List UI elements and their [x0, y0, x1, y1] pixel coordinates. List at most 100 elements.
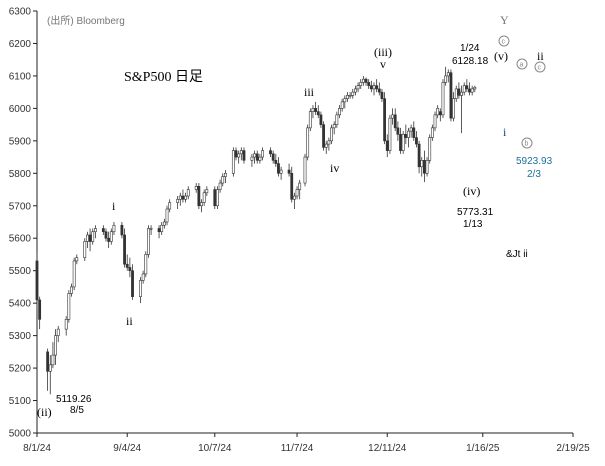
- candle: [200, 199, 203, 213]
- candle-body-down: [399, 134, 402, 151]
- candle: [176, 196, 180, 210]
- candle-body-up: [178, 195, 182, 200]
- candle-body-down: [393, 114, 397, 129]
- y-axis: 5000 5100 5200 5300 5400 5500 5600 5700 5800 5900…: [9, 7, 38, 440]
- candle-body-up: [223, 173, 227, 177]
- candle: [330, 124, 333, 145]
- circle-a-marker: a: [516, 58, 528, 70]
- candle: [186, 186, 190, 200]
- candle-body-up: [139, 280, 142, 297]
- candle: [218, 179, 222, 193]
- candle: [438, 108, 442, 122]
- candle-body-down: [316, 111, 320, 116]
- candle-body-down: [383, 98, 387, 142]
- candle-body-up: [330, 127, 333, 142]
- candle-body-up: [430, 127, 434, 138]
- candle: [369, 80, 373, 93]
- candle: [221, 173, 225, 187]
- candle-body-up: [194, 185, 198, 190]
- candle: [361, 75, 365, 86]
- wave-annotations: i ii (ii) 5119.26 8/5 iii iv (iii) v 1/2…: [37, 13, 553, 419]
- candle: [351, 88, 355, 99]
- source-label: (出所) Bloomberg: [47, 14, 125, 27]
- candle-body-up: [428, 137, 432, 161]
- wave-label-iii-paren: (iii): [374, 45, 392, 59]
- candle: [149, 225, 153, 235]
- candle-body-up: [168, 202, 172, 210]
- candle-body-up: [462, 85, 466, 93]
- candle: [123, 228, 126, 268]
- y-tick-label: 5000: [9, 429, 32, 440]
- candle-body-up: [433, 114, 437, 129]
- candle: [144, 251, 148, 278]
- candle: [383, 92, 387, 145]
- wave-label-i-aug: i: [112, 199, 116, 213]
- candle-body-up: [149, 228, 153, 230]
- candle-body-up: [83, 241, 87, 259]
- candle: [165, 205, 169, 226]
- candle-body-down: [396, 127, 400, 135]
- candle-body-up: [144, 254, 148, 275]
- candle-body-down: [242, 150, 246, 161]
- candle-body-up: [346, 95, 349, 99]
- candle: [388, 114, 392, 154]
- candle: [271, 150, 275, 164]
- candle-body-down: [181, 195, 185, 200]
- candle: [436, 105, 440, 119]
- candle: [401, 131, 405, 154]
- candle: [242, 147, 246, 164]
- candle: [393, 108, 397, 132]
- candle-body-up: [332, 124, 336, 129]
- candle-body-up: [91, 231, 95, 242]
- candle: [372, 82, 376, 96]
- candle: [147, 225, 150, 258]
- candle: [277, 157, 280, 177]
- circle-a-letter: a: [520, 62, 524, 69]
- y-tick-label: 5300: [9, 331, 32, 342]
- candle: [396, 121, 400, 141]
- candle: [91, 228, 95, 245]
- candle: [423, 150, 426, 182]
- candle: [324, 140, 328, 154]
- wave-label-ii-sep: ii: [126, 314, 133, 328]
- wave-label-iv-paren: (iv): [463, 184, 480, 198]
- wave-label-ii-paren: (ii): [37, 405, 52, 419]
- candle-body-down: [465, 85, 469, 90]
- low-jan-date: 1/13: [463, 219, 483, 230]
- candle: [46, 348, 50, 391]
- candle-body-up: [298, 182, 302, 190]
- candle: [75, 254, 79, 265]
- candle: [56, 325, 60, 343]
- candle-body-down: [367, 82, 371, 86]
- candle-body-up: [372, 85, 376, 90]
- candle-body-up: [176, 198, 180, 203]
- candle: [216, 186, 219, 210]
- peak-value: 6128.18: [452, 56, 489, 67]
- candle-body-up: [75, 257, 79, 262]
- candle-body-down: [412, 127, 416, 138]
- candle-body-up: [343, 98, 347, 103]
- candle-body-down: [468, 88, 471, 93]
- wave-label-i-right: i: [503, 125, 507, 139]
- candle-body-down: [46, 351, 50, 372]
- y-tick-label: 5100: [9, 396, 32, 407]
- candle: [343, 95, 347, 109]
- peak-date: 1/24: [460, 43, 480, 54]
- candle: [104, 228, 108, 242]
- candle-body-up: [93, 228, 97, 233]
- x-tick-label: 2/19/25: [556, 443, 590, 454]
- candle: [261, 147, 264, 161]
- candle-body-up: [441, 82, 445, 116]
- candle-body-up: [72, 260, 76, 288]
- candle-body-up: [56, 328, 60, 336]
- candle: [457, 82, 461, 99]
- candle-body-up: [338, 108, 341, 116]
- candle: [380, 88, 384, 102]
- candle-body-down: [287, 169, 291, 174]
- candle-body-down: [123, 234, 126, 265]
- candle-body-down: [88, 234, 92, 242]
- candle: [83, 238, 87, 261]
- low-aug-value: 5119.26: [56, 394, 92, 405]
